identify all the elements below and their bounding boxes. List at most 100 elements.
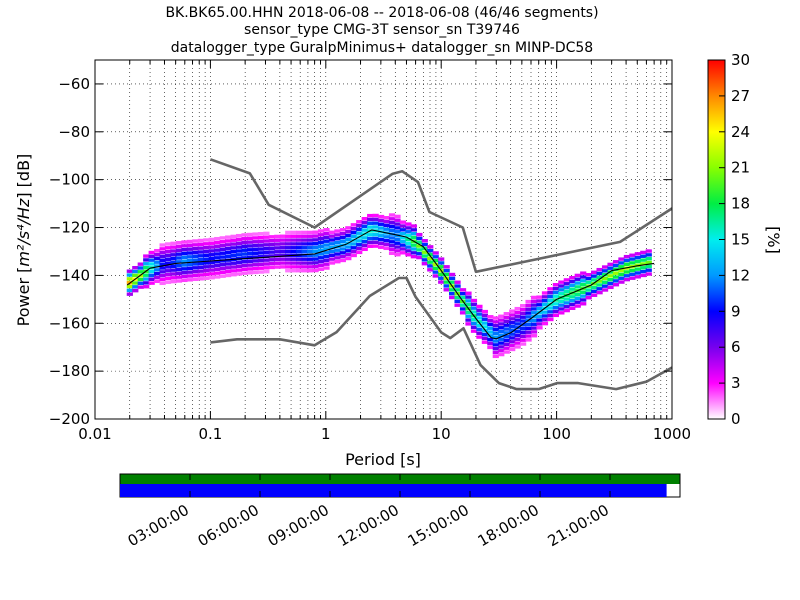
psd-density-cell bbox=[367, 225, 374, 229]
psd-density-cell bbox=[334, 252, 341, 256]
psd-density-cell bbox=[612, 279, 620, 283]
psd-density-cell bbox=[388, 224, 396, 229]
psd-density-cell bbox=[345, 237, 352, 242]
psd-density-cell bbox=[274, 246, 281, 250]
psd-density-cell bbox=[421, 258, 428, 262]
psd-density-cell bbox=[345, 230, 352, 234]
psd-density-cell bbox=[438, 280, 445, 284]
psd-density-cell bbox=[154, 260, 161, 264]
psd-density-cell bbox=[170, 276, 177, 280]
psd-density-cell bbox=[503, 327, 510, 331]
psd-density-cell bbox=[252, 243, 259, 248]
psd-density-cell bbox=[279, 257, 286, 261]
psd-density-cell bbox=[257, 258, 265, 263]
psd-density-cell bbox=[268, 246, 275, 250]
psd-density-cell bbox=[470, 298, 478, 303]
psd-density-cell bbox=[257, 255, 265, 259]
psd-density-cell bbox=[388, 213, 396, 217]
psd-density-cell bbox=[563, 278, 570, 282]
psd-density-cell bbox=[427, 260, 434, 264]
psd-density-cell bbox=[241, 240, 248, 245]
psd-density-cell bbox=[530, 307, 538, 311]
psd-density-cell bbox=[143, 285, 150, 289]
psd-density-cell bbox=[208, 249, 215, 253]
psd-density-cell bbox=[126, 284, 133, 289]
psd-density-cell bbox=[252, 251, 259, 255]
psd-density-cell bbox=[509, 309, 516, 313]
psd-density-cell bbox=[208, 260, 215, 265]
psd-density-cell bbox=[323, 254, 330, 259]
psd-density-cell bbox=[492, 331, 499, 336]
psd-density-cell bbox=[536, 326, 543, 330]
x-tick-label: 100 bbox=[542, 425, 571, 443]
psd-density-cell bbox=[170, 260, 177, 265]
psd-density-cell bbox=[449, 288, 456, 292]
psd-density-cell bbox=[197, 273, 204, 277]
psd-density-cell bbox=[235, 233, 243, 238]
psd-density-cell bbox=[601, 280, 609, 285]
psd-density-cell bbox=[476, 323, 483, 328]
psd-density-cell bbox=[503, 350, 510, 354]
psd-density-cell bbox=[618, 272, 625, 277]
psd-density-cell bbox=[410, 228, 417, 232]
psd-density-cell bbox=[470, 317, 478, 322]
psd-density-cell bbox=[394, 237, 401, 242]
psd-density-cell bbox=[290, 261, 297, 265]
psd-density-cell bbox=[235, 249, 243, 253]
psd-density-cell bbox=[214, 259, 221, 264]
psd-density-cell bbox=[514, 345, 521, 349]
psd-density-cell bbox=[181, 255, 188, 260]
psd-density-cell bbox=[214, 252, 221, 256]
psd-density-cell bbox=[361, 239, 368, 244]
psd-density-cell bbox=[290, 269, 297, 273]
psd-density-cell bbox=[405, 230, 412, 234]
psd-density-cell bbox=[208, 256, 215, 261]
psd-density-cell bbox=[263, 258, 270, 262]
psd-density-cell bbox=[175, 263, 183, 268]
x-tick-label: 0.1 bbox=[198, 425, 222, 443]
psd-density-cell bbox=[159, 243, 166, 247]
psd-density-cell bbox=[356, 246, 363, 251]
psd-density-cell bbox=[640, 254, 647, 258]
psd-density-cell bbox=[203, 242, 210, 246]
psd-density-cell bbox=[405, 249, 412, 253]
y-tick-label: −60 bbox=[58, 75, 90, 93]
psd-density-cell bbox=[481, 313, 488, 318]
psd-density-cell bbox=[563, 285, 570, 290]
psd-density-cell bbox=[252, 255, 259, 259]
psd-density-cell bbox=[246, 240, 254, 244]
timeline-date-label: 21:00:00 bbox=[545, 501, 612, 550]
psd-density-cell bbox=[350, 253, 357, 258]
psd-density-cell bbox=[525, 330, 532, 334]
psd-density-cell bbox=[317, 233, 325, 237]
psd-density-cell bbox=[585, 292, 592, 296]
psd-density-cell bbox=[569, 283, 576, 288]
noise-model-low bbox=[210, 276, 672, 391]
psd-density-cell bbox=[312, 261, 319, 265]
psd-density-cell bbox=[323, 247, 330, 251]
psd-density-cell bbox=[312, 249, 319, 254]
psd-density-cell bbox=[591, 282, 598, 286]
psd-density-cell bbox=[132, 269, 139, 274]
psd-density-cell bbox=[481, 309, 488, 314]
psd-density-cell bbox=[186, 262, 194, 267]
psd-density-cell bbox=[170, 253, 177, 257]
psd-density-cell bbox=[339, 228, 346, 232]
psd-density-cell bbox=[443, 272, 450, 277]
psd-density-cell bbox=[514, 329, 521, 334]
psd-density-cell bbox=[416, 244, 423, 248]
psd-density-cell bbox=[230, 273, 237, 277]
psd-density-cell bbox=[317, 263, 325, 268]
psd-density-cell bbox=[634, 255, 641, 260]
psd-density-cell bbox=[296, 261, 303, 265]
psd-density-cell bbox=[399, 239, 407, 244]
psd-density-cell bbox=[421, 242, 428, 247]
psd-density-cell bbox=[159, 262, 166, 266]
psd-density-cell bbox=[225, 269, 232, 274]
psd-density-cell bbox=[154, 279, 161, 284]
psd-density-cell bbox=[164, 280, 172, 284]
psd-density-cell bbox=[170, 249, 177, 253]
psd-density-cell bbox=[203, 249, 210, 254]
psd-density-cell bbox=[530, 299, 538, 303]
psd-density-cell bbox=[257, 235, 265, 240]
